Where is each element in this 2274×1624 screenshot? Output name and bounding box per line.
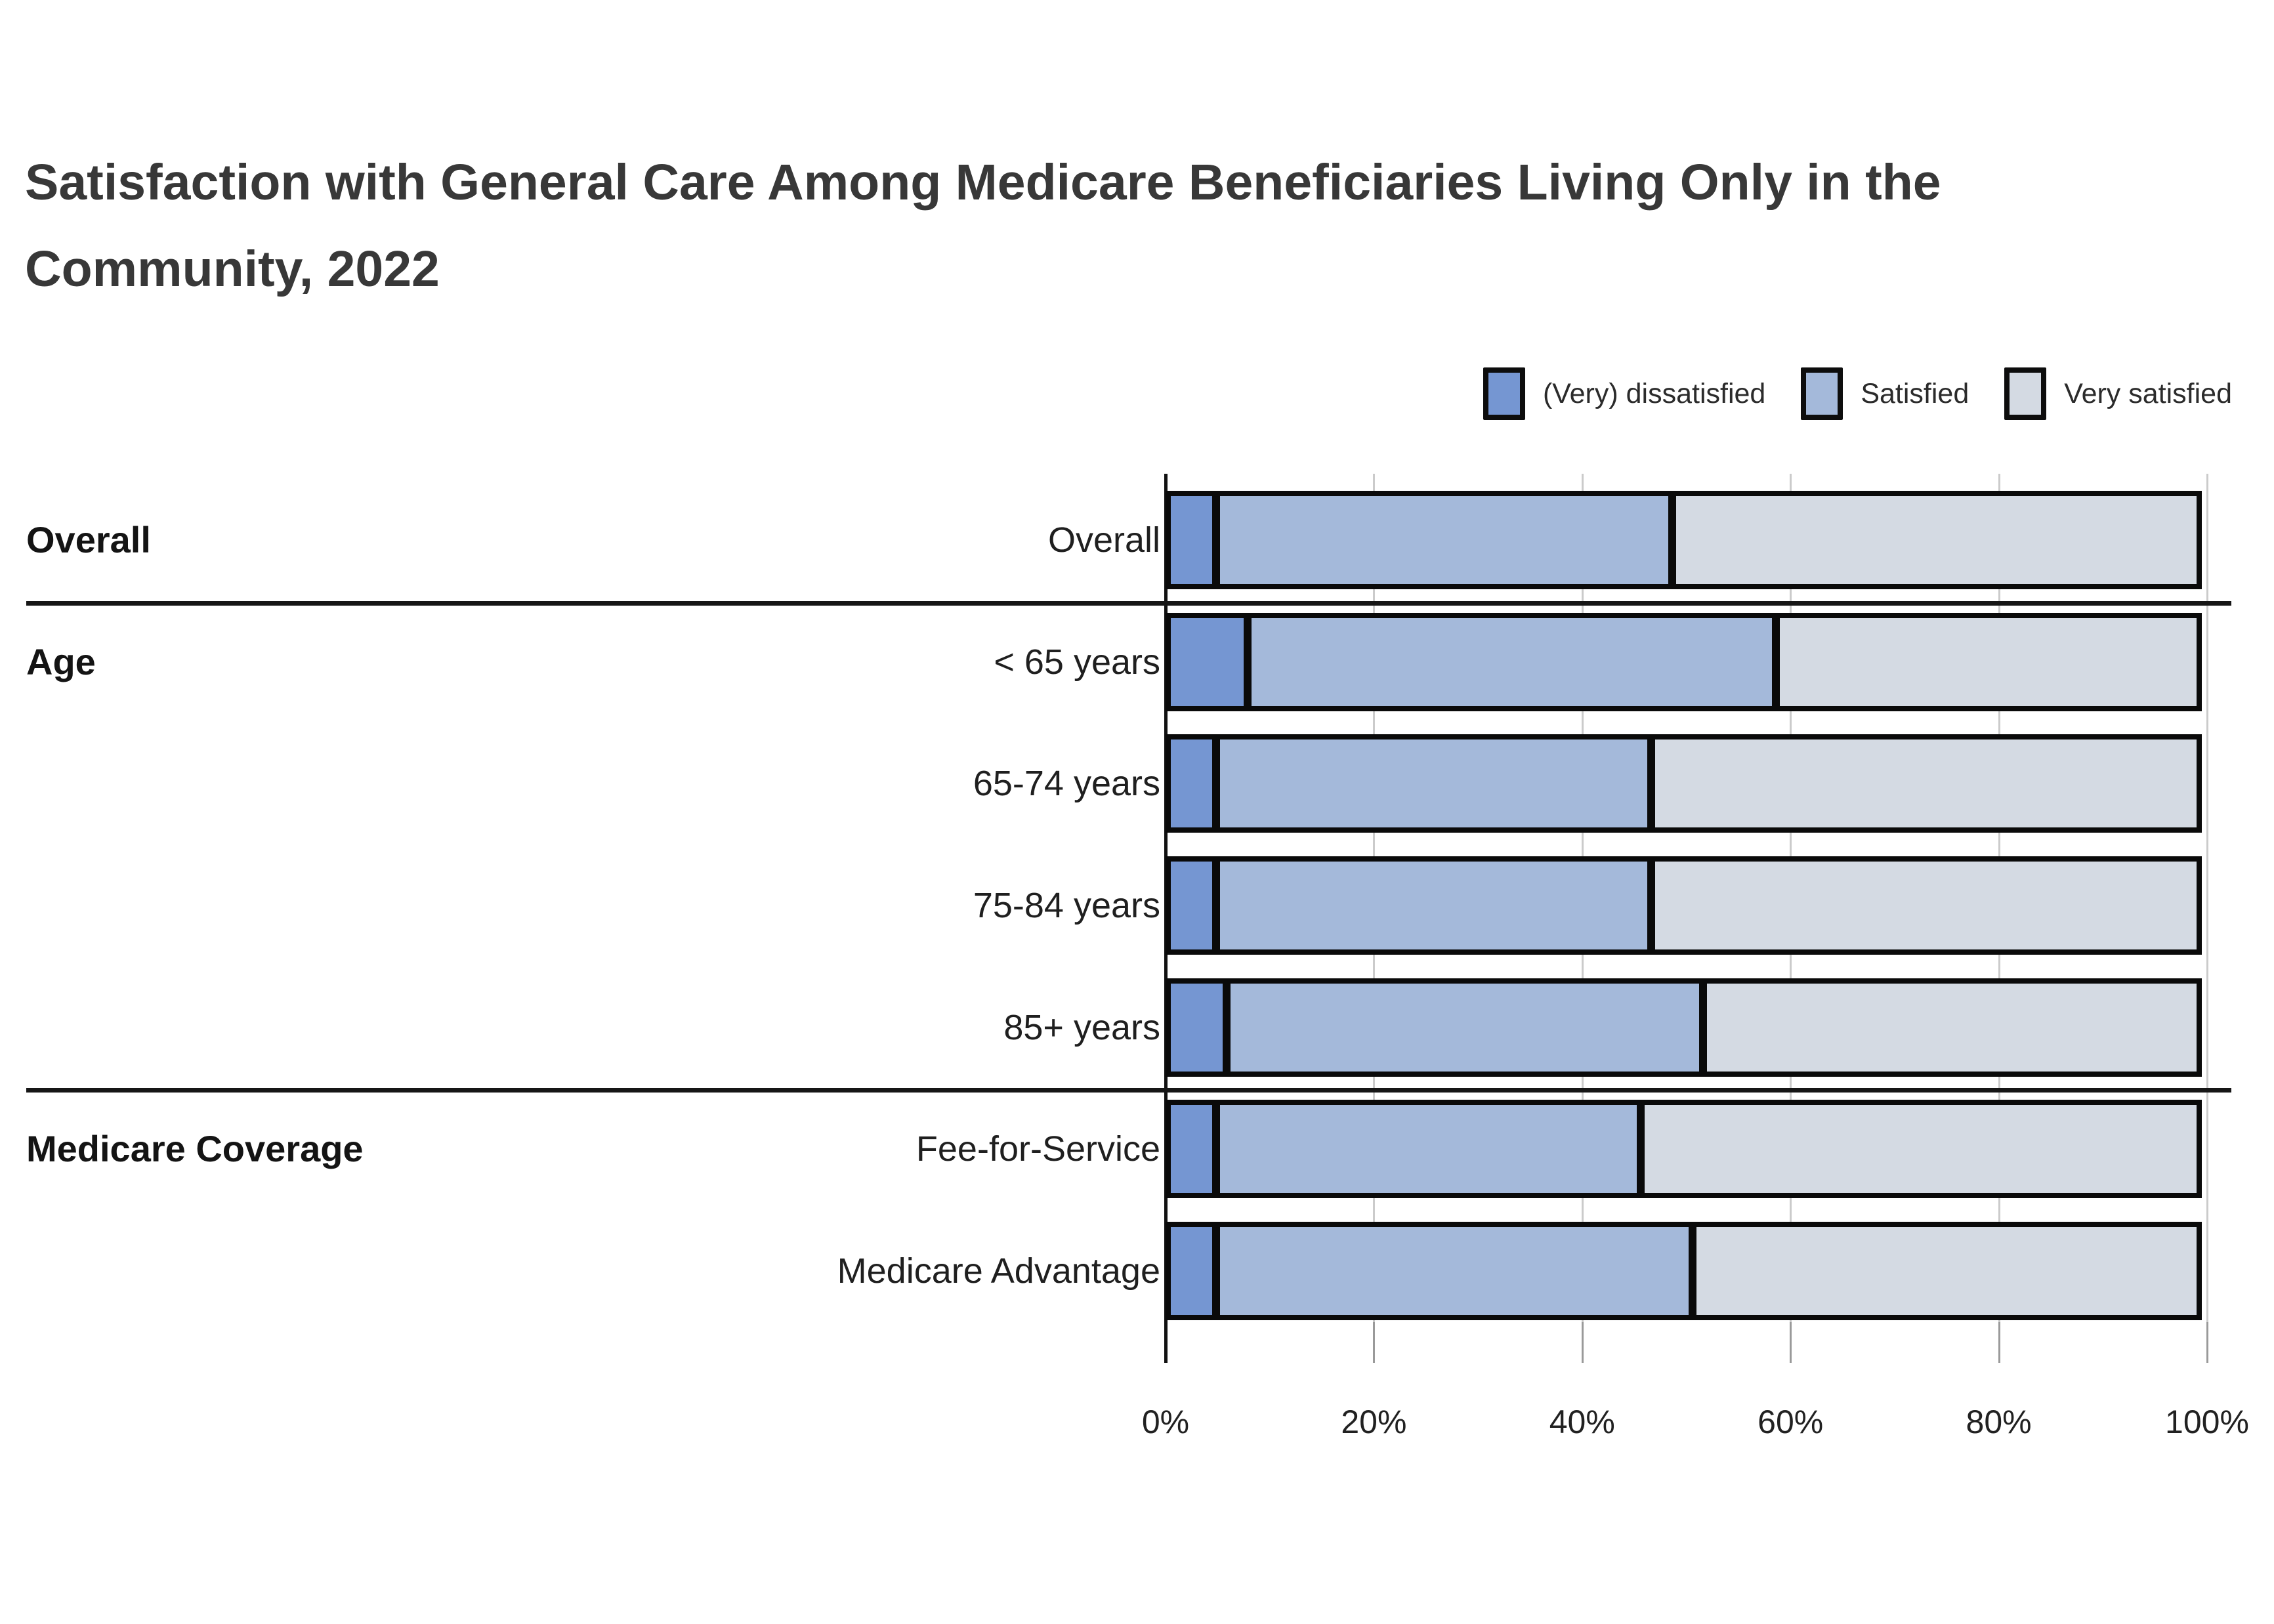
bar-medicare-advantage — [1166, 1222, 2207, 1320]
row-label-medicare-advantage: Medicare Advantage — [837, 1251, 1160, 1291]
x-axis-tick — [1164, 1322, 1168, 1363]
group-label-medicare-coverage: Medicare Coverage — [26, 1128, 364, 1169]
row-label-65-74-years: 65-74 years — [973, 764, 1160, 803]
legend-swatch-icon — [1801, 367, 1843, 420]
bar-segment-satisfied — [1246, 613, 1778, 711]
bar-segment-satisfied — [1215, 856, 1653, 955]
legend-item: (Very) dissatisfied — [1483, 367, 1765, 420]
row-label--65-years: < 65 years — [994, 642, 1160, 682]
legend-item: Satisfied — [1801, 367, 1969, 420]
group-label-overall: Overall — [26, 519, 151, 560]
bar-segment-satisfied — [1215, 1100, 1642, 1198]
x-axis-tick-label: 100% — [2165, 1404, 2249, 1440]
x-axis-tick — [2206, 1322, 2208, 1363]
row-label-overall: Overall — [1047, 520, 1160, 560]
bar-segment-satisfied — [1225, 978, 1705, 1077]
bar-segment--very-dissatisfied — [1166, 491, 1218, 589]
bar-75-84-years — [1166, 856, 2207, 955]
row-label-85-years: 85+ years — [1003, 1008, 1160, 1047]
legend-label: Very satisfied — [2064, 377, 2232, 409]
legend-swatch-icon — [2004, 367, 2047, 420]
bar-segment-very-satisfied — [1670, 491, 2202, 589]
bar-segment-very-satisfied — [1649, 734, 2202, 833]
gridline — [2206, 474, 2208, 1322]
x-axis-tick-label: 40% — [1549, 1404, 1615, 1440]
legend: (Very) dissatisfied Satisfied Very satisfi… — [1483, 367, 2232, 420]
bar-segment-very-satisfied — [1702, 978, 2202, 1077]
bar-segment--very-dissatisfied — [1166, 613, 1249, 711]
x-axis-tick — [1581, 1322, 1584, 1363]
legend-item: Very satisfied — [2004, 367, 2232, 420]
x-axis-tick-label: 80% — [1966, 1404, 2032, 1440]
bar-segment-very-satisfied — [1639, 1100, 2202, 1198]
bar-segment--very-dissatisfied — [1166, 978, 1229, 1077]
row-label-fee-for-service: Fee-for-Service — [916, 1129, 1160, 1169]
row-label-75-84-years: 75-84 years — [973, 886, 1160, 925]
bar-segment--very-dissatisfied — [1166, 1100, 1218, 1198]
x-axis-tick-label: 20% — [1341, 1404, 1407, 1440]
bar-segment--very-dissatisfied — [1166, 734, 1218, 833]
bar-segment--very-dissatisfied — [1166, 856, 1218, 955]
bar-65-74-years — [1166, 734, 2207, 833]
x-axis-tick-label: 0% — [1141, 1404, 1190, 1440]
bar--65-years — [1166, 613, 2207, 711]
group-separator-line — [26, 601, 2231, 606]
bar-segment-very-satisfied — [1649, 856, 2202, 955]
bar-segment-very-satisfied — [1775, 613, 2202, 711]
x-axis-tick — [1998, 1322, 2000, 1363]
x-axis-tick — [1373, 1322, 1376, 1363]
x-axis-tick — [1790, 1322, 1792, 1363]
bar-segment--very-dissatisfied — [1166, 1222, 1218, 1320]
bar-segment-satisfied — [1215, 491, 1674, 589]
bar-segment-very-satisfied — [1691, 1222, 2202, 1320]
group-separator-line — [26, 1088, 2231, 1093]
legend-label: (Very) dissatisfied — [1542, 377, 1766, 409]
legend-label: Satisfied — [1861, 377, 1969, 409]
x-axis-tick-label: 60% — [1758, 1404, 1824, 1440]
bar-overall — [1166, 491, 2207, 589]
bar-85-years — [1166, 978, 2207, 1077]
bar-segment-satisfied — [1215, 1222, 1695, 1320]
legend-swatch-icon — [1483, 367, 1525, 420]
plot-area — [1164, 474, 2208, 1322]
chart-title: Satisfaction with General Care Among Med… — [25, 154, 1941, 298]
bar-segment-satisfied — [1215, 734, 1653, 833]
group-label-age: Age — [26, 641, 96, 682]
bar-fee-for-service — [1166, 1100, 2207, 1198]
